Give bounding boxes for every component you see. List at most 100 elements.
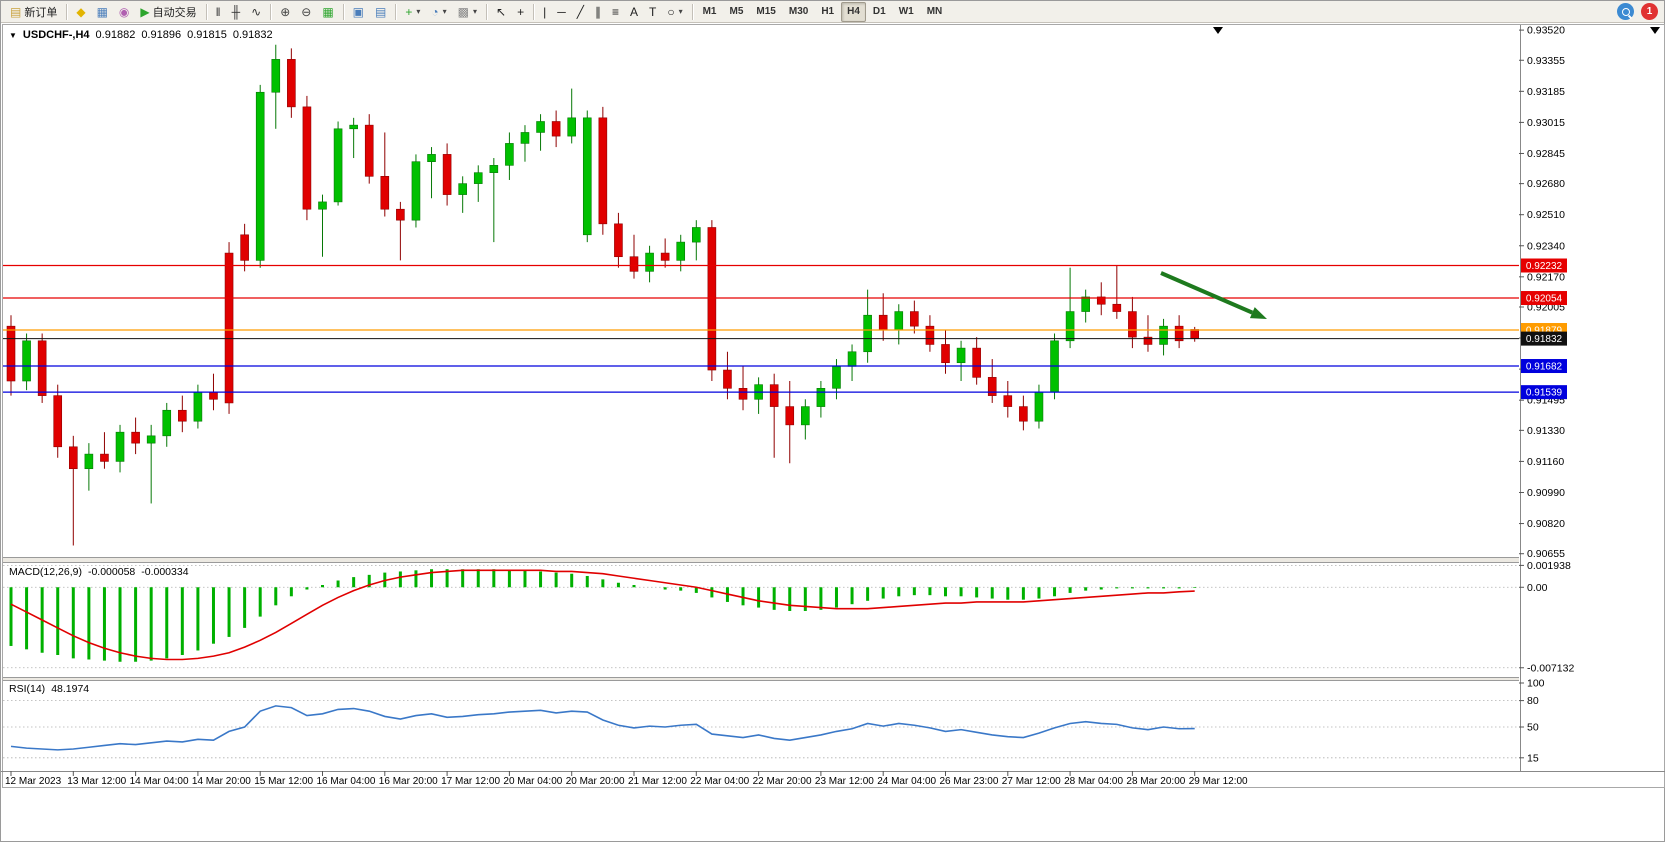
timeframe-m30[interactable]: M30 [783,2,814,22]
bar-chart-button[interactable]: ‖ [211,2,226,22]
candle-body [411,161,421,221]
data-window-button[interactable]: ▦ [92,2,113,22]
panel-separator[interactable] [3,677,1519,681]
ohlc-low: 0.91815 [187,29,227,41]
time-axis-label: 29 Mar 12:00 [1189,776,1248,787]
market-watch-button[interactable]: ◆ [71,2,90,22]
notification-badge[interactable]: 1 [1641,3,1658,20]
collapse-indicator-icon[interactable]: ▼ [9,30,17,40]
panel-separator[interactable] [3,557,1519,563]
timeframe-h1-label: H1 [821,6,835,17]
templates-button[interactable]: ▩ ▾ [453,2,482,22]
candlestick-chart-button[interactable]: ╫ [227,2,246,22]
candle-body [1096,296,1106,305]
vertical-line-icon: | [543,4,547,19]
time-axis-label: 21 Mar 12:00 [628,776,687,787]
shapes-button[interactable]: ○ ▾ [662,2,687,22]
search-button[interactable] [1617,3,1634,20]
price-axis-label: 0.92845 [1527,148,1565,160]
tile-windows-icon: ▣ [352,4,364,19]
line-chart-icon: ∿ [251,4,262,19]
time-axis-label: 24 Mar 04:00 [877,776,936,787]
toolbar-separator [395,3,397,20]
time-axis-label: 15 Mar 12:00 [254,776,313,787]
macd-main-value: -0.000058 [87,566,136,578]
zoom-out-button[interactable]: ⊖ [296,2,316,22]
text-button[interactable]: A [625,2,643,22]
rsi-axis-label: 80 [1527,695,1539,707]
rsi-title: RSI(14) [9,683,46,695]
line-chart-button[interactable]: ∿ [246,2,266,22]
scale-marker[interactable] [1650,27,1660,34]
macd-signal-line [10,569,1195,661]
community-button[interactable]: ◉ [114,2,134,22]
price-axis-label: 0.91330 [1527,425,1565,437]
timeframe-m15-label: M15 [756,6,776,17]
data-window-icon: ▦ [96,4,108,19]
vertical-line-button[interactable]: | [538,2,551,22]
text-label-button[interactable]: T [644,2,661,22]
candle-body [551,121,561,137]
dropdown-caret-icon: ▾ [442,7,447,16]
fibonacci-button[interactable]: ≡ [607,2,624,22]
channel-icon: ∥ [594,4,601,19]
dropdown-caret-icon: ▾ [472,7,477,16]
candlestick-chart-icon: ╫ [231,4,241,19]
candle-body [115,431,125,462]
time-axis-label: 22 Mar 20:00 [753,776,812,787]
price-tag-label: 0.91682 [1526,362,1563,373]
toolbar-utilities: 1 [1617,3,1658,20]
price-axis-label: 0.90990 [1527,487,1565,499]
macd-axis-label: 0.001938 [1527,560,1571,572]
timeframe-m1[interactable]: M1 [697,2,723,22]
timeframe-m5[interactable]: M5 [724,2,750,22]
tile-windows-button[interactable]: ▣ [348,2,369,22]
price-axis-label: 0.90655 [1527,548,1565,560]
chart-header: ▼ USDCHF-,H4 0.91882 0.91896 0.91815 0.9… [9,29,273,41]
new-chart-button[interactable]: + ▾ [400,2,425,22]
trend-arrow-line[interactable] [1160,271,1254,315]
timeframe-w1[interactable]: W1 [893,2,920,22]
candle-body [287,59,296,108]
ohlc-open: 0.91882 [95,29,136,41]
candle-body [473,172,483,184]
indicators-button[interactable]: ▦ [317,2,338,22]
timeframe-m15[interactable]: M15 [750,2,781,22]
candle-body [941,344,950,364]
cascade-windows-button[interactable]: ▤ [370,2,391,22]
periods-button[interactable]: ◔ ▾ [426,2,451,22]
zoom-in-button[interactable]: ⊕ [275,2,295,22]
indicators-icon: ▦ [322,4,334,19]
cursor-button[interactable]: ↖ [491,2,511,22]
new-order-button[interactable]: ▤ 新订单 [5,2,62,22]
trend-arrow-head[interactable] [1249,307,1267,319]
horizontal-line-button[interactable]: ─ [552,2,571,22]
market-watch-icon: ◆ [76,4,86,19]
crosshair-button[interactable]: + [512,2,529,22]
candle-body [1128,311,1137,338]
time-axis-label: 13 Mar 12:00 [67,776,126,787]
auto-trading-button[interactable]: ▶ 自动交易 [135,2,201,22]
time-axis-label: 16 Mar 20:00 [379,776,438,787]
candle-body [69,446,78,470]
candle-body [987,377,997,396]
candle-body [801,406,810,426]
search-icon [1621,7,1630,16]
toolbar-separator [342,3,344,20]
timeframe-h1[interactable]: H1 [815,2,840,22]
timeframe-mn[interactable]: MN [921,2,949,22]
timeframe-h4[interactable]: H4 [841,1,866,22]
trendline-button[interactable]: ╱ [572,2,589,22]
rsi-line [10,705,1195,751]
new-chart-icon: + [405,4,413,19]
channel-button[interactable]: ∥ [590,2,606,22]
candle-body [131,431,140,444]
timeframe-d1[interactable]: D1 [867,2,892,22]
macd-axis-label: -0.007132 [1527,662,1574,674]
price-axis-label: 0.92510 [1527,209,1565,221]
candle-body [442,154,452,195]
chart-shift-marker[interactable] [1213,27,1223,34]
toolbar-separator [486,3,487,20]
candle-body [364,124,374,177]
